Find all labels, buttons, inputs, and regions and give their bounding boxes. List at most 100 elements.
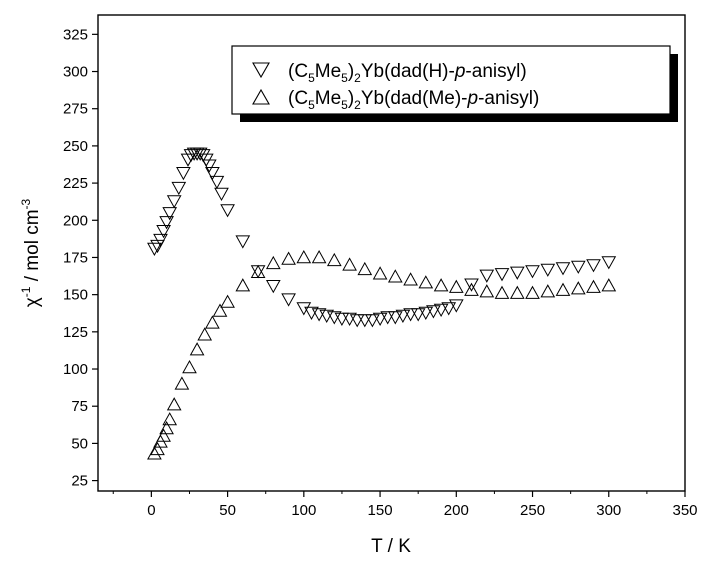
legend-label-dad-h: (C5Me5)2Yb(dad(H)-p-anisyl) bbox=[288, 61, 527, 85]
series-dad-h-points bbox=[147, 147, 617, 328]
data-point bbox=[357, 314, 373, 328]
data-point bbox=[166, 195, 182, 209]
x-tick-label: 0 bbox=[147, 502, 155, 519]
data-point bbox=[326, 252, 342, 267]
legend: (C5Me5)2Yb(dad(H)-p-anisyl) (C5Me5)2Yb(d… bbox=[231, 45, 678, 122]
data-point bbox=[380, 311, 396, 325]
data-point bbox=[153, 233, 168, 248]
data-point bbox=[357, 261, 373, 276]
y-tick-label: 275 bbox=[63, 101, 88, 118]
data-point bbox=[410, 308, 426, 322]
data-point bbox=[296, 249, 312, 264]
data-point bbox=[387, 269, 403, 283]
data-point bbox=[464, 282, 479, 296]
y-axis-title: χ-1 / mol cm-3 bbox=[19, 198, 43, 307]
data-point bbox=[433, 303, 449, 318]
y-axis-title-unit-exponent: -3 bbox=[19, 198, 33, 209]
data-point bbox=[540, 284, 556, 298]
y-tick-label: 325 bbox=[63, 26, 88, 43]
data-point bbox=[441, 302, 457, 316]
data-point bbox=[525, 265, 540, 279]
data-point bbox=[250, 264, 266, 278]
y-tick-label: 25 bbox=[71, 473, 88, 490]
data-point bbox=[162, 412, 178, 426]
data-point bbox=[197, 327, 213, 341]
legend-marker-triangle-up bbox=[252, 88, 270, 105]
y-axis-title-symbol-exponent: -1 bbox=[19, 286, 33, 297]
y-tick-label: 225 bbox=[63, 175, 88, 192]
data-point bbox=[235, 235, 251, 249]
x-tick-label: 350 bbox=[672, 502, 697, 519]
legend-box bbox=[231, 45, 671, 115]
data-point bbox=[426, 305, 441, 319]
x-tick-label: 300 bbox=[596, 502, 621, 519]
data-point bbox=[209, 175, 225, 190]
data-point bbox=[214, 187, 229, 202]
y-tick-label: 300 bbox=[63, 64, 88, 81]
data-point bbox=[601, 278, 617, 292]
data-point bbox=[182, 359, 197, 374]
legend-label-dad-me: (C5Me5)2Yb(dad(Me)-p-anisyl) bbox=[288, 88, 539, 112]
data-point bbox=[349, 314, 365, 328]
data-point bbox=[494, 285, 510, 299]
data-point bbox=[464, 278, 479, 292]
x-tick-label: 200 bbox=[444, 502, 469, 519]
x-tick-label: 150 bbox=[368, 502, 393, 519]
data-point bbox=[387, 311, 403, 325]
data-point bbox=[281, 293, 296, 307]
x-tick-label: 50 bbox=[219, 502, 236, 519]
data-point bbox=[479, 284, 495, 298]
data-point bbox=[479, 269, 495, 283]
y-axis-title-unit: / mol cm bbox=[22, 209, 43, 286]
data-point bbox=[601, 256, 617, 270]
data-point bbox=[311, 249, 327, 264]
data-point bbox=[586, 259, 601, 273]
data-point bbox=[555, 282, 571, 296]
data-point bbox=[365, 314, 380, 328]
y-tick-label: 75 bbox=[71, 398, 88, 415]
data-point bbox=[150, 441, 165, 456]
y-axis-ticks: 25 50 75 100 125 150 175 200 225 250 275 300 325 bbox=[63, 26, 98, 490]
data-point bbox=[250, 265, 266, 279]
series-dad-me-points bbox=[147, 249, 617, 460]
data-point bbox=[494, 268, 510, 282]
data-point bbox=[418, 306, 434, 321]
data-point bbox=[166, 397, 182, 411]
data-point bbox=[205, 167, 220, 181]
data-point bbox=[176, 167, 191, 181]
data-point bbox=[189, 342, 205, 356]
data-point bbox=[525, 285, 540, 299]
y-axis-title-symbol: χ bbox=[22, 297, 43, 307]
y-tick-label: 200 bbox=[63, 212, 88, 229]
data-point bbox=[418, 275, 434, 289]
legend-marker-triangle-down bbox=[252, 62, 270, 79]
plot-frame bbox=[97, 14, 686, 492]
data-point bbox=[448, 279, 464, 293]
data-point bbox=[281, 251, 296, 265]
data-point bbox=[174, 376, 190, 390]
data-point bbox=[372, 312, 388, 327]
data-point bbox=[296, 302, 312, 316]
data-point bbox=[555, 262, 571, 276]
data-point bbox=[147, 446, 162, 460]
data-point bbox=[265, 255, 281, 270]
x-tick-label: 250 bbox=[520, 502, 545, 519]
data-point bbox=[403, 308, 418, 322]
y-tick-label: 125 bbox=[63, 324, 88, 341]
data-point bbox=[171, 181, 187, 196]
y-tick-label: 50 bbox=[71, 435, 88, 452]
data-point bbox=[195, 149, 211, 163]
data-point bbox=[235, 278, 251, 292]
data-point bbox=[509, 285, 525, 299]
data-point bbox=[220, 204, 235, 218]
y-tick-label: 250 bbox=[63, 138, 88, 155]
data-point bbox=[159, 216, 174, 230]
data-point bbox=[570, 260, 586, 274]
data-point bbox=[586, 279, 601, 293]
x-axis-title: T / K bbox=[371, 536, 411, 557]
y-tick-label: 150 bbox=[63, 287, 88, 304]
x-tick-label: 100 bbox=[291, 502, 316, 519]
data-point bbox=[433, 278, 449, 292]
y-tick-label: 100 bbox=[63, 361, 88, 378]
